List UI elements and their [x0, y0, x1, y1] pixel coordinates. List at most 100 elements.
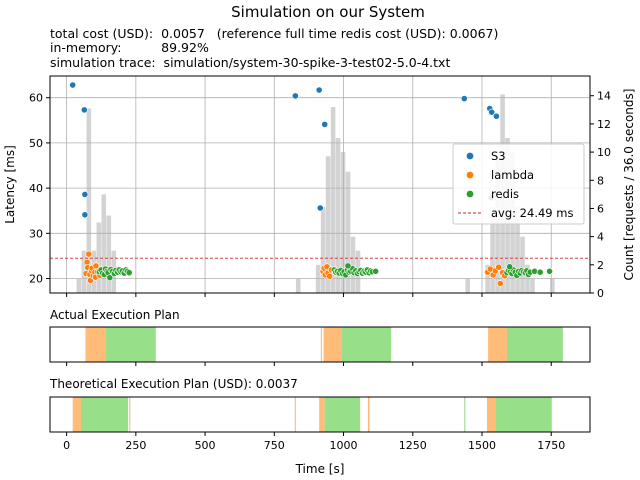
- x-tick-label: 250: [125, 439, 146, 452]
- s3-point: [80, 106, 88, 114]
- x-tick-label: 1250: [399, 439, 427, 452]
- x-tick-label: 750: [264, 439, 285, 452]
- plan-segment-lambda: [319, 397, 325, 432]
- histogram-bar: [96, 222, 102, 293]
- redis-point: [536, 268, 544, 276]
- legend-label: S3: [491, 149, 506, 163]
- legend-marker-redis: [466, 190, 474, 198]
- theoretical-plan-title: Theoretical Execution Plan (USD): 0.0037: [49, 377, 298, 391]
- plan-segment-lambda: [320, 327, 322, 362]
- redis-point: [125, 269, 133, 277]
- plan-segment-lambda: [129, 397, 131, 432]
- lambda-point: [496, 280, 504, 287]
- histogram-bar: [335, 138, 341, 293]
- legend-label: redis: [491, 187, 519, 201]
- y2-tick-label: 0: [597, 287, 604, 300]
- actual-plan-timeline: [49, 326, 591, 366]
- plan-segment-redis: [495, 397, 552, 432]
- plan-segment-lambda: [85, 327, 106, 362]
- histogram-bar: [106, 215, 112, 293]
- histogram-bar: [465, 278, 470, 293]
- legend-label: avg: 24.49 ms: [491, 206, 573, 220]
- y-tick-label: 30: [29, 227, 43, 240]
- y-tick-label: 50: [29, 137, 43, 150]
- histogram-bar: [530, 278, 535, 293]
- s3-point: [460, 95, 468, 103]
- x-tick-label: 1000: [330, 439, 358, 452]
- plan-frame: [49, 326, 591, 363]
- plan-segment-lambda: [294, 397, 296, 432]
- y-tick-label: 20: [29, 273, 43, 286]
- plan-segment-lambda: [367, 397, 370, 432]
- y2-tick-label: 10: [597, 146, 611, 159]
- y-tick-label: 40: [29, 182, 43, 195]
- histogram-bar: [325, 156, 331, 293]
- histogram-bar: [520, 236, 525, 293]
- theoretical-plan-timeline: 0 250 500 750 1000 1250 1500 1750: [49, 396, 591, 452]
- x-axis-label: Time [s]: [295, 462, 345, 476]
- x-tick-label: 1750: [537, 439, 565, 452]
- x-tick-label: 500: [195, 439, 216, 452]
- histogram-bar: [76, 278, 82, 293]
- plot-frame: [49, 75, 591, 294]
- plan-segment-redis: [506, 327, 563, 362]
- y2-tick-label: 2: [597, 259, 604, 272]
- figure-title: Simulation on our System: [231, 3, 425, 21]
- s3-point: [315, 86, 323, 94]
- redis-point: [506, 263, 514, 271]
- plan-segment-lambda: [323, 327, 342, 362]
- histogram-bar: [330, 107, 336, 293]
- s3-point: [321, 120, 329, 128]
- lambda-point: [326, 272, 334, 280]
- s3-point: [492, 112, 500, 120]
- x-tick-label: 1500: [468, 439, 496, 452]
- histogram-bar: [86, 108, 92, 293]
- plan-segment-lambda: [72, 397, 82, 432]
- plan-segment-redis: [324, 397, 361, 432]
- plan-segment-lambda: [486, 397, 496, 432]
- info-in-memory: in-memory: 89.92%: [50, 40, 209, 55]
- legend-marker-s3: [466, 152, 474, 160]
- info-trace: simulation trace: simulation/system-30-s…: [50, 55, 450, 70]
- s3-point: [316, 204, 324, 212]
- s3-point: [81, 191, 89, 198]
- y-tick-label: 60: [29, 92, 43, 105]
- actual-plan-title: Actual Execution Plan: [50, 308, 180, 322]
- info-cost: total cost (USD): 0.0057 (reference full…: [50, 26, 498, 41]
- histogram-bar: [101, 194, 107, 293]
- histogram-bar: [515, 207, 520, 293]
- redis-point: [106, 274, 114, 282]
- legend-marker-lambda: [466, 171, 474, 179]
- plan-segment-redis: [105, 327, 156, 362]
- y2-axis-label: Count [requests / 36.0 seconds]: [622, 89, 636, 281]
- redis-point: [372, 267, 380, 275]
- s3-point: [69, 81, 77, 89]
- plan-segment-lambda: [488, 327, 507, 362]
- y2-tick-label: 14: [597, 90, 611, 103]
- legend-box: [452, 143, 585, 225]
- s3-point: [291, 92, 299, 100]
- histogram-bar: [490, 207, 495, 293]
- histogram-bar: [550, 278, 555, 293]
- lambda-point: [85, 250, 93, 258]
- legend: S3 lambda redis avg: 24.49 ms: [452, 143, 585, 225]
- y2-tick-label: 4: [597, 231, 604, 244]
- redis-point: [344, 262, 352, 270]
- plan-segment-redis: [464, 397, 466, 432]
- y2-tick-label: 6: [597, 202, 604, 215]
- y2-tick-label: 8: [597, 174, 604, 187]
- x-tick-label: 0: [63, 439, 70, 452]
- plan-segment-redis: [81, 397, 129, 432]
- plan-segment-redis: [341, 327, 392, 362]
- histogram-bar: [295, 278, 301, 293]
- legend-label: lambda: [491, 168, 534, 182]
- histogram-bar: [340, 152, 346, 293]
- s3-point: [81, 211, 89, 219]
- y-axis-label: Latency [ms]: [3, 145, 17, 224]
- redis-point: [546, 267, 553, 275]
- s3-point: [488, 108, 496, 116]
- latency-plot: 20 30 40 50 60 0 2 4 6 8 10 12 14 Latency [ms] Count […: [3, 75, 636, 300]
- histogram-bar: [320, 207, 326, 293]
- histogram-bar: [495, 159, 500, 293]
